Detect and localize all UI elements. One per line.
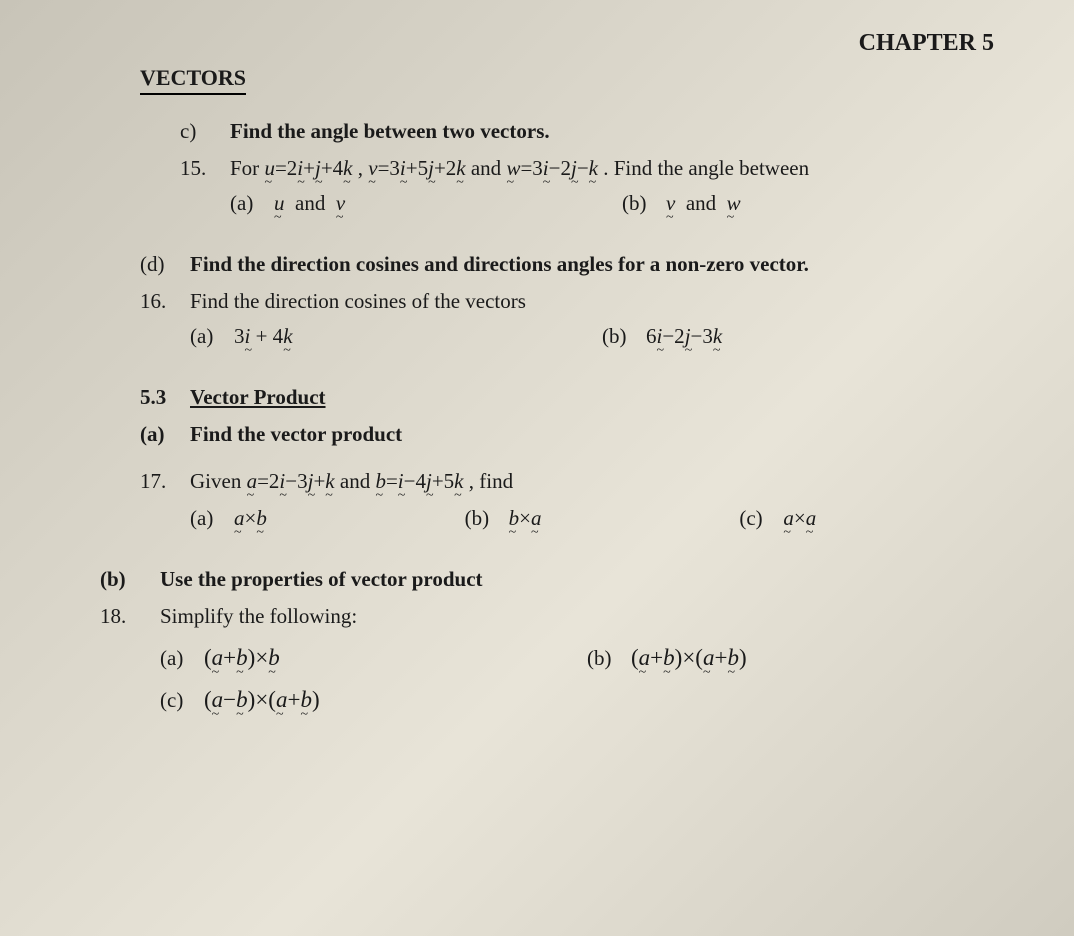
marker-16: 16. — [140, 289, 190, 314]
q18-empty — [587, 687, 1014, 713]
q16-b-expr: 6i−2j−3k — [646, 324, 722, 349]
q15-and1: and — [471, 156, 507, 180]
q17-b: (b) b×a — [465, 506, 740, 531]
marker-a-head: (a) — [140, 422, 190, 447]
title-d: Find the direction cosines and direction… — [190, 252, 1014, 277]
q17-and1: and — [340, 469, 376, 493]
row-c: c) Find the angle between two vectors. — [180, 119, 1014, 144]
q16-a: (a) 3i + 4k — [190, 324, 602, 349]
q17-prefix: Given — [190, 469, 247, 493]
title-a-head: Find the vector product — [190, 422, 1014, 447]
q17-a: (a) a×b — [190, 506, 465, 531]
marker-b-head: (b) — [100, 567, 160, 592]
q15-a-text: u and v — [274, 191, 345, 216]
q15-b-text: v and w — [666, 191, 741, 216]
q15-u: u=2i+j+4k — [264, 156, 352, 180]
chapter-label: CHAPTER 5 — [140, 30, 1014, 57]
row-18: 18. Simplify the following: (a) (a+b)×b … — [100, 604, 1014, 713]
q17-c: (c) a×a — [739, 506, 1014, 531]
title-c: Find the angle between two vectors. — [230, 119, 1014, 144]
section-title-wrap: VECTORS — [140, 65, 1014, 119]
q17-c-mark: (c) — [739, 506, 783, 531]
q15-b-mark: (b) — [622, 191, 666, 216]
q15-w: w=3i−2j−k — [506, 156, 598, 180]
q15-a-mark: (a) — [230, 191, 274, 216]
title-53: Vector Product — [190, 385, 1014, 410]
q17-a-eq: a=2i−3j+k — [247, 469, 335, 493]
q18-a-mark: (a) — [160, 646, 204, 671]
marker-17: 17. — [140, 469, 190, 494]
section-title: VECTORS — [140, 65, 246, 95]
q15-v: v=3i+5j+2k — [368, 156, 465, 180]
q15-suffix: . Find the angle between — [603, 156, 809, 180]
q16-b: (b) 6i−2j−3k — [602, 324, 1014, 349]
q16-a-mark: (a) — [190, 324, 234, 349]
q17-c-expr: a×a — [783, 506, 816, 531]
marker-d: (d) — [140, 252, 190, 277]
q17-b-mark: (b) — [465, 506, 509, 531]
q17-suffix: , find — [469, 469, 513, 493]
q15-b: (b) v and w — [622, 191, 1014, 216]
q17-b-eq: b=i−4j+5k — [375, 469, 463, 493]
q15-a: (a) u and v — [230, 191, 622, 216]
row-b-head: (b) Use the properties of vector product — [100, 567, 1014, 592]
row-15: 15. For u=2i+j+4k , v=3i+5j+2k and w=3i−… — [180, 156, 1014, 216]
q18-a: (a) (a+b)×b — [160, 645, 587, 671]
title-b-head: Use the properties of vector product — [160, 567, 1014, 592]
q18-c-mark: (c) — [160, 688, 204, 713]
marker-18: 18. — [100, 604, 160, 629]
marker-53: 5.3 — [140, 385, 190, 410]
q16-b-mark: (b) — [602, 324, 646, 349]
row-17: 17. Given a=2i−3j+k and b=i−4j+5k , find… — [140, 469, 1014, 531]
q18-c: (c) (a−b)×(a+b) — [160, 687, 587, 713]
row-16: 16. Find the direction cosines of the ve… — [140, 289, 1014, 349]
q18-title: Simplify the following: — [160, 604, 357, 628]
q18-sub2: (c) (a−b)×(a+b) — [160, 687, 1014, 713]
page: CHAPTER 5 VECTORS c) Find the angle betw… — [0, 0, 1074, 936]
q17-a-mark: (a) — [190, 506, 234, 531]
content-17: Given a=2i−3j+k and b=i−4j+5k , find (a)… — [190, 469, 1014, 531]
q15-prefix: For — [230, 156, 264, 180]
marker-15: 15. — [180, 156, 230, 181]
q17-a-expr: a×b — [234, 506, 267, 531]
q18-a-expr: (a+b)×b — [204, 645, 280, 671]
content-15: For u=2i+j+4k , v=3i+5j+2k and w=3i−2j−k… — [230, 156, 1014, 216]
row-53: 5.3 Vector Product — [140, 385, 1014, 410]
q16-a-expr: 3i + 4k — [234, 324, 293, 349]
marker-c: c) — [180, 119, 230, 144]
q17-sub: (a) a×b (b) b×a (c) a×a — [190, 506, 1014, 531]
q18-c-expr: (a−b)×(a+b) — [204, 687, 320, 713]
row-a-head: (a) Find the vector product — [140, 422, 1014, 447]
q17-b-expr: b×a — [509, 506, 542, 531]
q15-sep1: , — [358, 156, 369, 180]
q16-title: Find the direction cosines of the vector… — [190, 289, 526, 313]
q15-sub: (a) u and v (b) v and w — [230, 191, 1014, 216]
q18-sub1: (a) (a+b)×b (b) (a+b)×(a+b) — [160, 645, 1014, 671]
content-18: Simplify the following: (a) (a+b)×b (b) … — [160, 604, 1014, 713]
row-d: (d) Find the direction cosines and direc… — [140, 252, 1014, 277]
q18-b-expr: (a+b)×(a+b) — [631, 645, 747, 671]
content-16: Find the direction cosines of the vector… — [190, 289, 1014, 349]
q18-b: (b) (a+b)×(a+b) — [587, 645, 1014, 671]
q16-sub: (a) 3i + 4k (b) 6i−2j−3k — [190, 324, 1014, 349]
q18-b-mark: (b) — [587, 646, 631, 671]
